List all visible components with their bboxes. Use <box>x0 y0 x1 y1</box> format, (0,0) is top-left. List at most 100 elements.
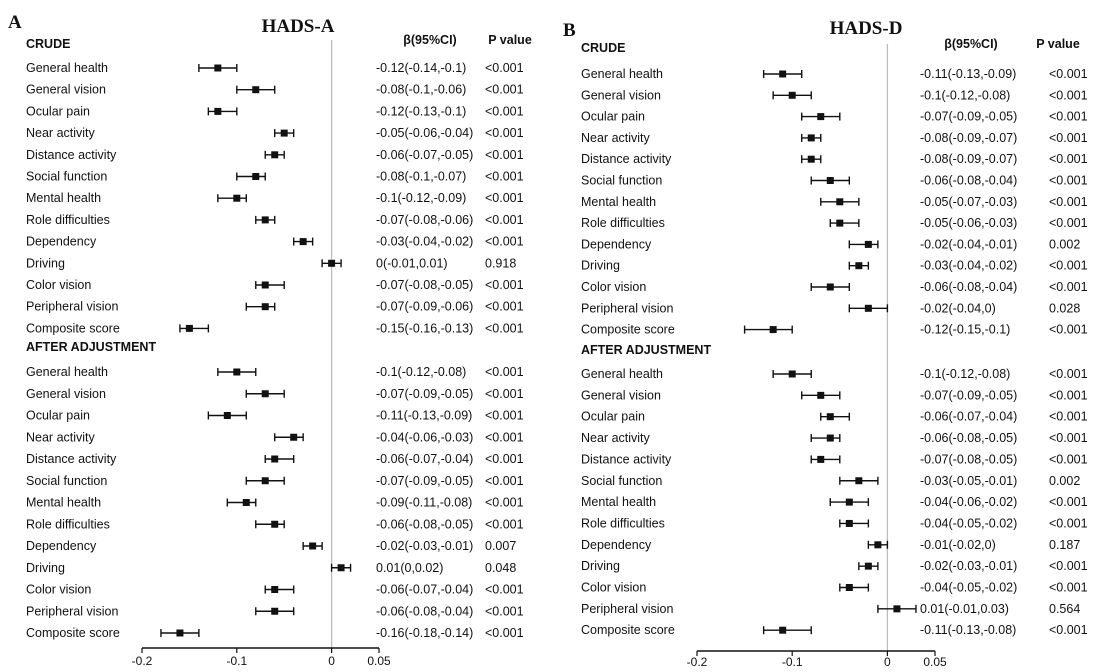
point-estimate <box>271 151 279 159</box>
estimate-ci-text: -0.1(-0.12,-0.09) <box>376 191 466 205</box>
point-estimate <box>223 412 231 419</box>
p-value-text: <0.001 <box>1049 367 1088 381</box>
chart-title: HADS-A <box>262 16 335 37</box>
point-estimate <box>817 455 825 463</box>
forest-row: Dependency -0.03(-0.04,-0.02) <0.001 <box>26 235 524 249</box>
point-estimate <box>893 605 901 613</box>
p-value-text: <0.001 <box>485 626 524 640</box>
p-value-text: <0.001 <box>1049 388 1088 402</box>
forest-row: Role difficulties -0.04(-0.05,-0.02) <0.00… <box>581 516 1088 530</box>
p-value-text: <0.001 <box>485 409 524 423</box>
row-label: Near activity <box>581 431 651 445</box>
point-estimate <box>817 391 825 399</box>
p-value-text: 0.918 <box>485 256 516 270</box>
row-label: Color vision <box>26 583 91 597</box>
estimate-ci-text: -0.1(-0.12,-0.08) <box>920 367 1010 381</box>
point-estimate <box>864 240 872 248</box>
point-estimate <box>271 455 279 463</box>
forest-row: Dependency -0.02(-0.03,-0.01) 0.007 <box>26 539 516 553</box>
section-label: CRUDE <box>26 37 70 51</box>
p-value-text: <0.001 <box>1049 259 1088 273</box>
estimate-ci-text: -0.05(-0.06,-0.04) <box>376 126 473 140</box>
forest-row: General vision -0.08(-0.1,-0.06) <0.001 <box>26 83 524 97</box>
row-label: Color vision <box>581 280 646 294</box>
x-tick-label: 0.05 <box>367 654 391 668</box>
estimate-ci-text: -0.01(-0.02,0) <box>920 538 996 552</box>
point-estimate <box>252 86 260 94</box>
point-estimate <box>864 562 872 570</box>
estimate-ci-text: -0.06(-0.07,-0.04) <box>920 410 1017 424</box>
row-label: Peripheral vision <box>581 301 673 315</box>
p-value-text: <0.001 <box>1049 216 1088 230</box>
estimate-ci-text: -0.06(-0.08,-0.05) <box>376 517 473 531</box>
estimate-ci-text: -0.02(-0.04,-0.01) <box>920 237 1017 251</box>
estimate-ci-text: -0.1(-0.12,-0.08) <box>920 88 1010 102</box>
p-value-text: <0.001 <box>485 126 524 140</box>
row-label: Ocular pain <box>26 409 90 423</box>
estimate-ci-text: -0.08(-0.1,-0.07) <box>376 170 466 184</box>
point-estimate <box>845 519 853 527</box>
p-value-text: <0.001 <box>1049 110 1088 124</box>
p-value-text: 0.007 <box>485 539 516 553</box>
p-value-text: <0.001 <box>485 213 524 227</box>
forest-row: General health -0.12(-0.14,-0.1) <0.001 <box>26 61 524 75</box>
point-estimate <box>826 413 834 421</box>
forest-row: Dependency -0.01(-0.02,0) 0.187 <box>581 538 1080 552</box>
p-value-text: <0.001 <box>485 83 524 97</box>
estimate-ci-text: -0.07(-0.09,-0.05) <box>376 474 473 488</box>
forest-row: General vision -0.07(-0.09,-0.05) <0.001 <box>581 388 1088 402</box>
point-estimate <box>874 541 882 549</box>
row-label: General health <box>26 61 108 75</box>
forest-row: Role difficulties -0.05(-0.06,-0.03) <0.00… <box>581 216 1088 230</box>
point-estimate <box>328 259 336 267</box>
estimate-ci-text: -0.07(-0.09,-0.06) <box>376 300 473 314</box>
forest-row: General vision -0.07(-0.09,-0.05) <0.001 <box>26 387 524 401</box>
point-estimate <box>826 177 834 184</box>
panel-letter: B <box>563 20 576 41</box>
estimate-ci-text: -0.05(-0.06,-0.03) <box>920 216 1017 230</box>
row-label: Role difficulties <box>26 213 110 227</box>
forest-row: Peripheral vision -0.07(-0.09,-0.06) <0.00… <box>26 300 524 314</box>
forest-row: General health -0.1(-0.12,-0.08) <0.001 <box>581 367 1088 381</box>
p-value-text: <0.001 <box>485 61 524 75</box>
point-estimate <box>309 542 317 550</box>
estimate-ci-text: -0.12(-0.14,-0.1) <box>376 61 466 75</box>
estimate-ci-text: 0.01(0,0.02) <box>376 561 443 575</box>
p-value-text: 0.048 <box>485 561 516 575</box>
x-tick-label: 0 <box>328 654 335 668</box>
estimate-ci-text: -0.1(-0.12,-0.08) <box>376 365 466 379</box>
forest-row: Near activity -0.08(-0.09,-0.07) <0.001 <box>581 131 1088 145</box>
point-estimate <box>845 498 853 506</box>
x-tick-label: -0.1 <box>226 654 247 668</box>
row-label: General health <box>581 367 663 381</box>
p-value-text: <0.001 <box>485 452 524 466</box>
p-value-text: <0.001 <box>485 321 524 335</box>
point-estimate <box>788 91 796 99</box>
p-value-text: <0.001 <box>1049 67 1088 81</box>
forest-row: Distance activity -0.07(-0.08,-0.05) <0.00… <box>581 452 1088 466</box>
row-label: Driving <box>581 559 620 573</box>
point-estimate <box>337 564 345 572</box>
row-label: Peripheral vision <box>26 604 118 618</box>
estimate-ci-text: -0.02(-0.03,-0.01) <box>920 559 1017 573</box>
row-label: General health <box>26 365 108 379</box>
point-estimate <box>214 64 222 72</box>
row-label: Mental health <box>26 496 101 510</box>
p-value-text: <0.001 <box>485 170 524 184</box>
row-label: Peripheral vision <box>581 602 673 616</box>
forest-row: Driving -0.03(-0.04,-0.02) <0.001 <box>581 259 1088 273</box>
estimate-ci-text: -0.03(-0.04,-0.02) <box>376 235 473 249</box>
estimate-ci-text: 0(-0.01,0.01) <box>376 256 448 270</box>
forest-row: Composite score -0.11(-0.13,-0.08) <0.001 <box>581 623 1088 637</box>
row-label: Social function <box>26 474 107 488</box>
estimate-ci-text: -0.02(-0.04,0) <box>920 301 996 315</box>
forest-row: Role difficulties -0.07(-0.08,-0.06) <0.00… <box>26 213 524 227</box>
estimate-ci-text: -0.06(-0.08,-0.04) <box>920 280 1017 294</box>
forest-row: Peripheral vision -0.02(-0.04,0) 0.028 <box>581 301 1080 315</box>
p-value-text: <0.001 <box>485 278 524 292</box>
p-value-text: <0.001 <box>485 430 524 444</box>
point-estimate <box>233 368 241 376</box>
point-estimate <box>788 370 796 378</box>
point-estimate <box>826 283 834 291</box>
